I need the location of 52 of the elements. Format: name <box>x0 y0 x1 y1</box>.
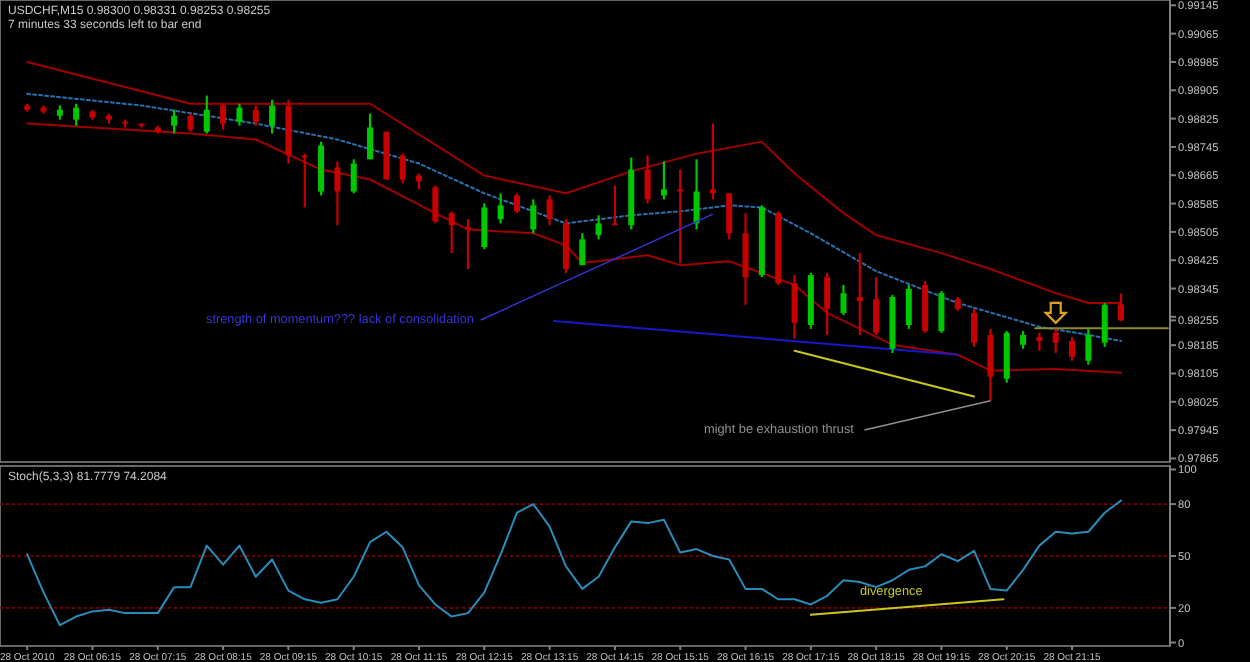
candlestick <box>579 232 586 267</box>
candlestick <box>611 184 618 227</box>
candlestick <box>448 210 455 255</box>
candlestick <box>432 184 439 225</box>
candlestick <box>465 218 471 271</box>
candlestick <box>73 102 80 127</box>
candlestick <box>709 122 716 201</box>
candlestick <box>791 273 798 340</box>
line-series <box>26 499 1123 627</box>
line-series <box>26 122 1123 374</box>
candlestick <box>318 140 325 197</box>
candlestick <box>677 168 684 265</box>
candlestick <box>171 108 178 135</box>
candlestick <box>350 158 357 195</box>
candlestick <box>742 212 749 306</box>
candlestick <box>922 279 929 334</box>
candlestick <box>1085 327 1092 366</box>
candlestick <box>644 154 651 205</box>
candlestick <box>513 192 520 215</box>
candlestick <box>334 160 341 227</box>
candlestick <box>269 98 276 135</box>
candlestick <box>873 276 880 337</box>
candlestick <box>971 307 978 349</box>
candlestick <box>1101 301 1108 349</box>
candlestick <box>905 283 912 330</box>
candlestick <box>301 152 308 209</box>
candlestick <box>938 289 945 334</box>
candlestick <box>1003 329 1010 384</box>
candlestick <box>1052 327 1059 355</box>
candlestick <box>660 160 667 201</box>
candlestick <box>856 252 863 337</box>
candlestick <box>481 202 488 251</box>
candlestick <box>530 198 537 235</box>
candlestick <box>595 214 602 241</box>
candlestick <box>824 271 831 337</box>
candlestick <box>220 102 227 131</box>
candlestick <box>1069 335 1076 362</box>
candlestick <box>497 192 504 225</box>
candlestick <box>1118 292 1125 323</box>
candlestick <box>562 218 569 275</box>
candlestick <box>693 158 700 231</box>
candlestick <box>726 192 733 241</box>
candlestick <box>399 152 406 185</box>
candlestick <box>367 112 374 161</box>
candlestick <box>987 327 994 402</box>
candlestick <box>203 94 210 135</box>
candlestick <box>236 102 243 127</box>
candlestick <box>252 104 259 127</box>
candlestick <box>1036 331 1043 352</box>
candlestick <box>546 194 553 227</box>
candlestick <box>840 283 847 317</box>
candlestick <box>187 112 194 133</box>
